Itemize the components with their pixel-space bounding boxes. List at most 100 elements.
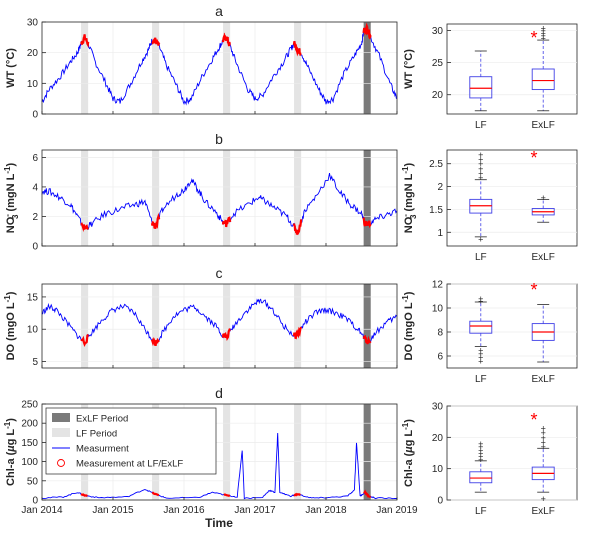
legend-box <box>45 407 217 475</box>
label-part: ) <box>5 291 17 295</box>
y-tick-label: 4 <box>32 182 38 193</box>
plot-frame <box>41 21 398 115</box>
y-tick-label: 1 <box>437 228 443 239</box>
box <box>469 76 493 99</box>
legend-swatch-lf <box>52 428 70 437</box>
lf-exlf-measurement <box>151 37 161 46</box>
outlier-marker: + <box>478 164 483 174</box>
category-label: ExLF <box>532 506 555 517</box>
lf-exlf-measurement <box>150 336 160 347</box>
plot-frame <box>41 283 398 369</box>
outlier-marker: + <box>478 159 483 169</box>
significance-star: * <box>530 28 537 48</box>
lf-exlf-measurement <box>293 492 301 497</box>
x-tick-label: Jan 2018 <box>305 505 347 516</box>
box <box>469 320 493 334</box>
lf-period-band <box>294 284 302 368</box>
plot-area <box>42 150 397 246</box>
y-tick-label: 2 <box>32 212 38 223</box>
lf-exlf-measurement <box>362 22 372 40</box>
label-sup: -1 <box>3 295 12 303</box>
label-part: DO (mgO L <box>5 302 17 360</box>
lf-period-band <box>152 284 160 368</box>
y-tick-label: 30 <box>27 18 39 29</box>
outlier-marker: + <box>478 155 483 165</box>
label-sub: 3 <box>409 214 418 219</box>
y-tick-label: 10 <box>432 464 444 475</box>
lf-period-band <box>81 284 89 368</box>
y-tick-label: 250 <box>21 400 38 411</box>
y-tick-label: 10 <box>27 79 39 90</box>
outlier-marker: + <box>541 29 546 39</box>
legend-swatch-circle <box>57 459 65 467</box>
y-tick-label: 10 <box>432 304 444 315</box>
label-part: NO <box>403 216 415 233</box>
y-tick-label: 6 <box>437 352 443 363</box>
x-tick-label: Jan 2015 <box>92 505 134 516</box>
outlier-marker: + <box>541 31 546 41</box>
time-series-panel: 0 2 4 6 b <box>32 131 398 253</box>
y-tick-label: 200 <box>21 419 38 430</box>
exlf-period-band <box>363 150 371 246</box>
label-part: WT (°C) <box>5 48 17 88</box>
lf-exlf-measurement <box>363 489 372 498</box>
category-label: LF <box>475 252 487 263</box>
x-axis-title: Time <box>205 516 233 530</box>
outlier-marker: + <box>478 296 483 306</box>
lf-exlf-measurement <box>223 493 231 497</box>
label-sup: -1 <box>3 166 12 174</box>
y-tick-label: 0 <box>437 496 443 507</box>
lf-period-band <box>223 150 231 246</box>
y-tick-label: 12 <box>432 280 444 291</box>
time-series-panel: 5 10 15 c <box>27 265 398 369</box>
outlier-marker: + <box>541 442 546 452</box>
category-label: ExLF <box>532 252 555 263</box>
category-label: LF <box>475 374 487 385</box>
label-part: g L <box>5 429 17 446</box>
y-tick-label: 0 <box>32 242 38 253</box>
lf-period-band <box>81 150 89 246</box>
lf-exlf-measurement <box>80 34 90 48</box>
lf-exlf-measurement <box>221 327 232 341</box>
label-part: NO <box>5 216 17 233</box>
y-tick-label: 0 <box>32 496 38 507</box>
lf-exlf-measurement <box>362 217 372 229</box>
y-tick-label: 6 <box>32 153 38 164</box>
box-y-axis-label: DO (mgO L-1) <box>401 291 415 360</box>
y-axis-label: NO-3 (mgN L-1) <box>3 162 20 233</box>
label-part: ) <box>5 418 17 422</box>
lf-exlf-measurement <box>80 222 89 233</box>
measurement-series-line <box>41 432 398 500</box>
lf-exlf-measurement <box>150 212 161 230</box>
outlier-marker: + <box>478 353 483 363</box>
legend-label: Measurment <box>76 444 129 455</box>
y-tick-label: 25 <box>432 58 444 69</box>
box <box>469 471 493 484</box>
label-sup: - <box>401 214 410 217</box>
box-y-axis-label: NO-3 (mgN L-1) <box>401 162 418 233</box>
lf-period-band <box>81 22 89 114</box>
x-tick-label: Jan 2017 <box>234 505 276 516</box>
y-tick-label: 2.5 <box>429 159 443 170</box>
lf-exlf-measurement <box>80 333 90 347</box>
outlier-marker: + <box>541 26 546 36</box>
plot-frame <box>41 403 398 501</box>
lf-period-band <box>294 404 302 500</box>
legend-label: Measurement at LF/ExLF <box>76 459 183 470</box>
lf-exlf-measurement <box>292 41 302 57</box>
lf-exlf-measurement <box>362 334 372 345</box>
y-tick-label: 20 <box>432 433 444 444</box>
outlier-marker: + <box>541 494 546 504</box>
box-plot-panel: 11.522.5+++++++LF+ExLF* <box>429 148 578 263</box>
outlier-marker: + <box>478 235 483 245</box>
label-part: µ <box>5 445 17 453</box>
lf-period-band <box>223 404 231 500</box>
y-tick-label: 0 <box>32 110 38 121</box>
label-part: Chl-a ( <box>403 452 415 487</box>
label-part: ) <box>403 162 415 166</box>
category-label: LF <box>475 506 487 517</box>
panel-letter: c <box>216 265 223 281</box>
box-y-axis-label: Chl-a (µg L-1) <box>401 419 415 487</box>
outlier-marker: + <box>541 423 546 433</box>
